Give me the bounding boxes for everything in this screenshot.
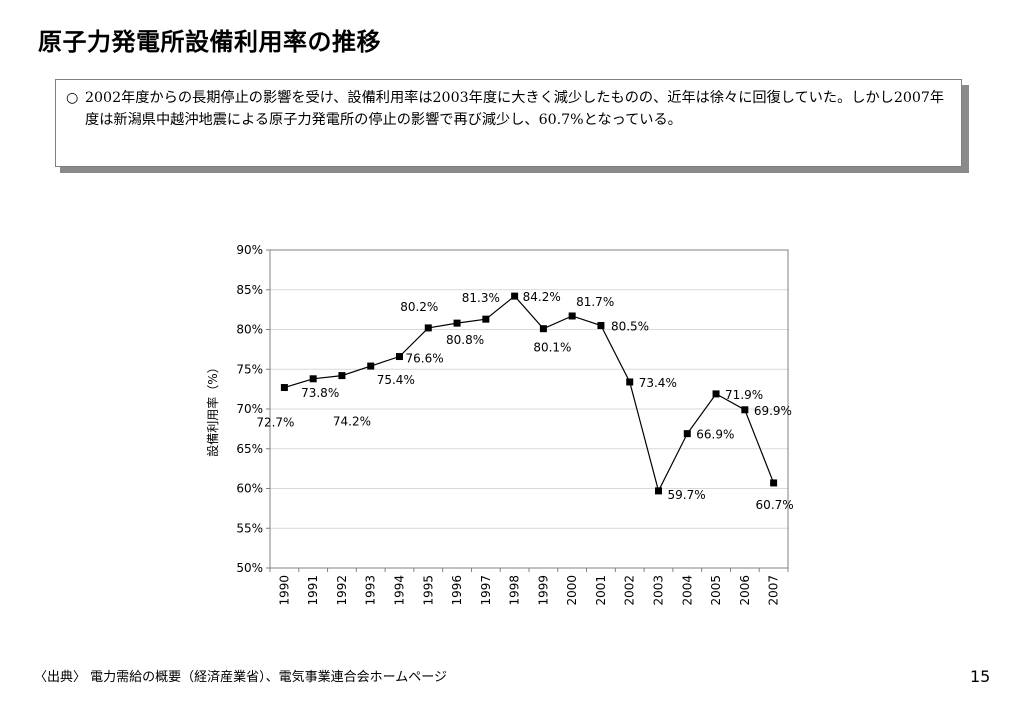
x-tick-label: 1998 xyxy=(508,575,522,606)
page-title: 原子力発電所設備利用率の推移 xyxy=(38,28,381,56)
data-label: 74.2% xyxy=(333,415,371,429)
x-tick-label: 2000 xyxy=(565,575,579,606)
data-label: 80.8% xyxy=(446,333,484,347)
x-tick-label: 2001 xyxy=(594,575,608,606)
footer-source: 〈出典〉 電力需給の概要（経済産業省）、電気事業連合会ホームページ xyxy=(34,670,447,685)
data-label: 80.2% xyxy=(400,300,438,314)
x-tick-label: 1992 xyxy=(335,575,349,606)
data-point-marker xyxy=(511,292,519,300)
data-label: 59.7% xyxy=(668,488,706,502)
y-tick-label: 70% xyxy=(236,402,263,416)
note-text: 2002年度からの長期停止の影響を受け、設備利用率は2003年度に大きく減少した… xyxy=(85,90,945,128)
series-line xyxy=(284,295,775,493)
x-tick-label: 2006 xyxy=(738,575,752,606)
data-point-marker xyxy=(655,487,662,495)
x-tick-label: 2005 xyxy=(709,575,723,606)
y-tick-label: 50% xyxy=(236,561,263,575)
data-label: 72.7% xyxy=(256,416,294,430)
note-bullet: ○ xyxy=(66,90,79,106)
y-tick-label: 90% xyxy=(236,243,263,257)
x-tick-label: 1999 xyxy=(536,575,550,606)
data-point-marker xyxy=(597,322,605,330)
data-label: 71.9% xyxy=(725,388,763,402)
data-label: 66.9% xyxy=(696,428,734,442)
x-tick-label: 2002 xyxy=(623,575,637,606)
data-point-marker xyxy=(741,406,749,414)
x-axis: 1990 1991 1992 1993 1994 1995 1996 1997 1998 1999… xyxy=(269,568,789,606)
data-label: 75.4% xyxy=(377,373,415,387)
y-tick-label: 75% xyxy=(236,362,263,376)
data-point-marker xyxy=(309,375,317,383)
data-point-marker xyxy=(367,362,375,370)
data-label: 81.7% xyxy=(576,295,614,309)
data-point-marker xyxy=(453,319,461,327)
data-point-marker xyxy=(568,312,576,320)
note-box: ○ 2002年度からの長期停止の影響を受け、設備利用率は2003年度に大きく減少… xyxy=(55,79,962,167)
x-tick-label: 2004 xyxy=(680,575,694,606)
x-tick-label: 1990 xyxy=(277,575,291,606)
x-tick-label: 1991 xyxy=(306,575,320,606)
series-markers xyxy=(280,292,778,495)
x-tick-label: 1993 xyxy=(364,575,378,606)
x-tick-label: 1997 xyxy=(479,575,493,606)
data-label: 76.6% xyxy=(406,352,444,366)
x-tick-label: 2003 xyxy=(652,575,666,606)
y-tick-label: 85% xyxy=(236,283,263,297)
data-label: 73.8% xyxy=(301,386,339,400)
data-point-marker xyxy=(712,390,720,398)
x-tick-label: 1994 xyxy=(393,575,407,606)
y-axis-title: 設備利用率（%） xyxy=(205,361,220,456)
y-tick-label: 60% xyxy=(236,482,263,496)
y-tick-label: 55% xyxy=(236,521,263,535)
data-point-marker xyxy=(396,353,403,361)
data-point-marker xyxy=(683,430,691,438)
data-point-marker xyxy=(338,372,346,380)
data-point-marker xyxy=(424,324,432,332)
x-tick-label: 1996 xyxy=(450,575,464,606)
data-point-marker xyxy=(280,384,288,392)
data-point-marker xyxy=(539,325,547,333)
data-labels: 72.7% 73.8% 74.2% 75.4% 76.6% 80.2% 80.8% 81.3%… xyxy=(256,290,793,512)
x-tick-label: 1995 xyxy=(421,575,435,606)
data-label: 80.1% xyxy=(533,341,571,355)
data-label: 73.4% xyxy=(639,376,677,390)
data-label: 81.3% xyxy=(462,291,500,305)
y-axis: 50% 55% 60% 65% 70% 75% 80% 85% 90% xyxy=(236,243,270,575)
data-point-marker xyxy=(626,378,634,386)
chart-gridlines xyxy=(270,289,788,529)
data-label: 80.5% xyxy=(611,320,649,334)
data-point-marker xyxy=(770,479,778,487)
data-label: 69.9% xyxy=(754,404,792,418)
y-tick-label: 80% xyxy=(236,323,263,337)
page-number: 15 xyxy=(970,667,991,686)
data-label: 84.2% xyxy=(523,290,561,304)
y-tick-label: 65% xyxy=(236,442,263,456)
data-label: 60.7% xyxy=(756,498,794,512)
x-tick-label: 2007 xyxy=(767,575,781,606)
data-point-marker xyxy=(482,315,490,323)
series-line-group xyxy=(284,295,775,493)
